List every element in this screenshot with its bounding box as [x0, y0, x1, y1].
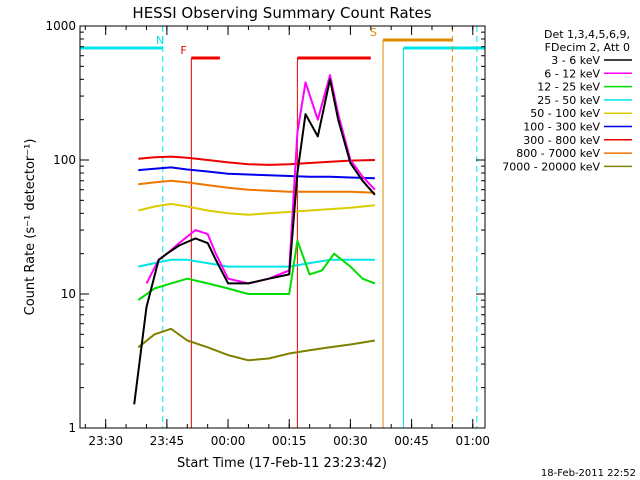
- plot-frame: [79, 25, 486, 429]
- x-tick-label: 00:15: [272, 434, 307, 448]
- series-line-300-800-kev: [138, 155, 375, 166]
- legend-header-line-1: Det 1,3,4,5,6,9,: [544, 28, 630, 41]
- y-tick-label: 1: [68, 421, 76, 435]
- legend-header-line-2: FDecim 2, Att 0: [545, 41, 630, 54]
- flag-label-F: F: [180, 44, 186, 57]
- legend-label: 300 - 800 keV: [523, 134, 600, 147]
- legend-label: 12 - 25 keV: [537, 81, 600, 94]
- series-line-3-6-kev: [133, 78, 376, 405]
- x-tick-label: 00:00: [211, 434, 246, 448]
- x-tick-label: 23:30: [88, 434, 123, 448]
- x-tick-label: 01:00: [455, 434, 490, 448]
- series-line-50-100-kev: [138, 202, 376, 216]
- legend-label: 50 - 100 keV: [530, 107, 600, 120]
- x-tick-label: 23:45: [150, 434, 185, 448]
- legend-label: 6 - 12 keV: [544, 67, 600, 80]
- series-line-12-25-kev: [137, 239, 376, 301]
- legend-label: 800 - 7000 keV: [516, 147, 600, 160]
- flag-label-S: S: [370, 26, 377, 39]
- legend-label: 3 - 6 keV: [551, 54, 600, 67]
- plot-timestamp: 18-Feb-2011 22:52: [541, 468, 636, 479]
- flag-label-N: N: [156, 34, 164, 47]
- y-tick-label: 10: [61, 287, 76, 301]
- legend-label: 100 - 300 keV: [523, 121, 600, 134]
- y-tick-label: 100: [53, 153, 76, 167]
- legend-label: 7000 - 20000 keV: [502, 160, 600, 173]
- x-tick-label: 00:30: [333, 434, 368, 448]
- series-line-7000-20000-kev: [137, 327, 376, 362]
- x-tick-label: 00:45: [394, 434, 429, 448]
- x-axis-label: Start Time (17-Feb-11 23:23:42): [177, 456, 387, 471]
- y-axis-label: Count Rate (s⁻¹ detector⁻¹): [23, 139, 38, 316]
- axis-layer: 1 10 100 1000 23:30 23:45 00:00 00:15 00:30 00:45…: [45, 19, 490, 448]
- chart-title: HESSI Observing Summary Count Rates: [132, 4, 431, 22]
- y-tick-label: 1000: [45, 19, 76, 33]
- series-line-800-7000-kev: [138, 179, 375, 194]
- series-line-100-300-kev: [138, 166, 375, 180]
- series-layer: [133, 74, 376, 405]
- legend-label: 25 - 50 keV: [537, 94, 600, 107]
